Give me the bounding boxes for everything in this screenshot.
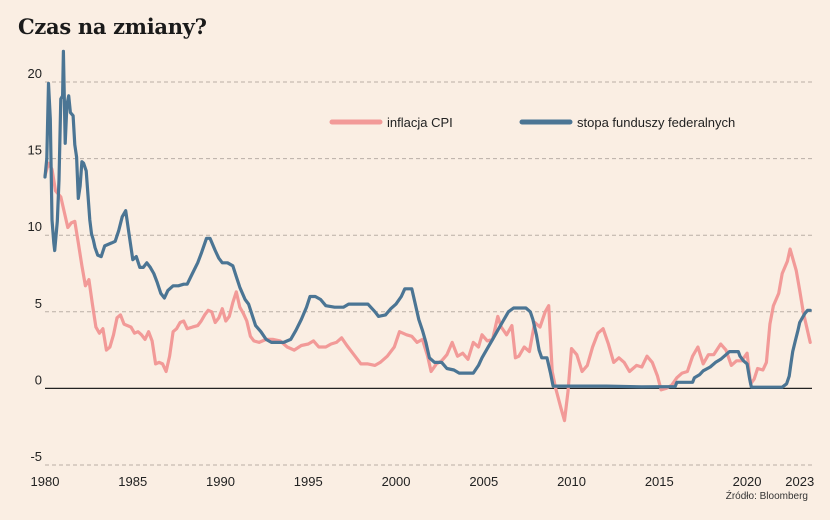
y-tick-label: -5: [30, 449, 42, 464]
x-tick-label: 2023: [785, 474, 814, 489]
legend: inflacja CPI stopa funduszy federalnych: [329, 115, 735, 130]
x-tick-label: 1995: [294, 474, 323, 489]
legend-label: stopa funduszy federalnych: [577, 115, 735, 130]
x-tick-label: 2020: [733, 474, 762, 489]
x-tick-label: 2010: [557, 474, 586, 489]
x-tick-label: 1980: [31, 474, 60, 489]
grid-lines: [45, 81, 812, 466]
x-tick-label: 2000: [382, 474, 411, 489]
source-note: Źródło: Bloomberg: [726, 489, 808, 502]
legend-label: inflacja CPI: [387, 115, 453, 130]
y-tick-label: 15: [28, 143, 42, 158]
fed-funds-line: [43, 49, 812, 389]
series-lines: [43, 49, 812, 423]
y-axis-labels: -5 0 5 10 15 20: [28, 66, 42, 464]
y-tick-label: 0: [35, 372, 42, 387]
y-tick-label: 5: [35, 296, 42, 311]
x-tick-label: 1990: [206, 474, 235, 489]
legend-item-fed: stopa funduszy federalnych: [519, 115, 735, 130]
cpi-line: [43, 161, 812, 423]
x-tick-label: 1985: [118, 474, 147, 489]
y-tick-label: 20: [28, 66, 42, 81]
legend-item-cpi: inflacja CPI: [329, 115, 453, 130]
chart-title: Czas na zmiany?: [18, 14, 207, 39]
y-tick-label: 10: [28, 219, 42, 234]
x-tick-label: 2005: [469, 474, 498, 489]
x-tick-label: 2015: [645, 474, 674, 489]
x-axis-labels: 1980 1985 1990 1995 2000 2005 2010 2015 2020 2023: [31, 474, 815, 489]
